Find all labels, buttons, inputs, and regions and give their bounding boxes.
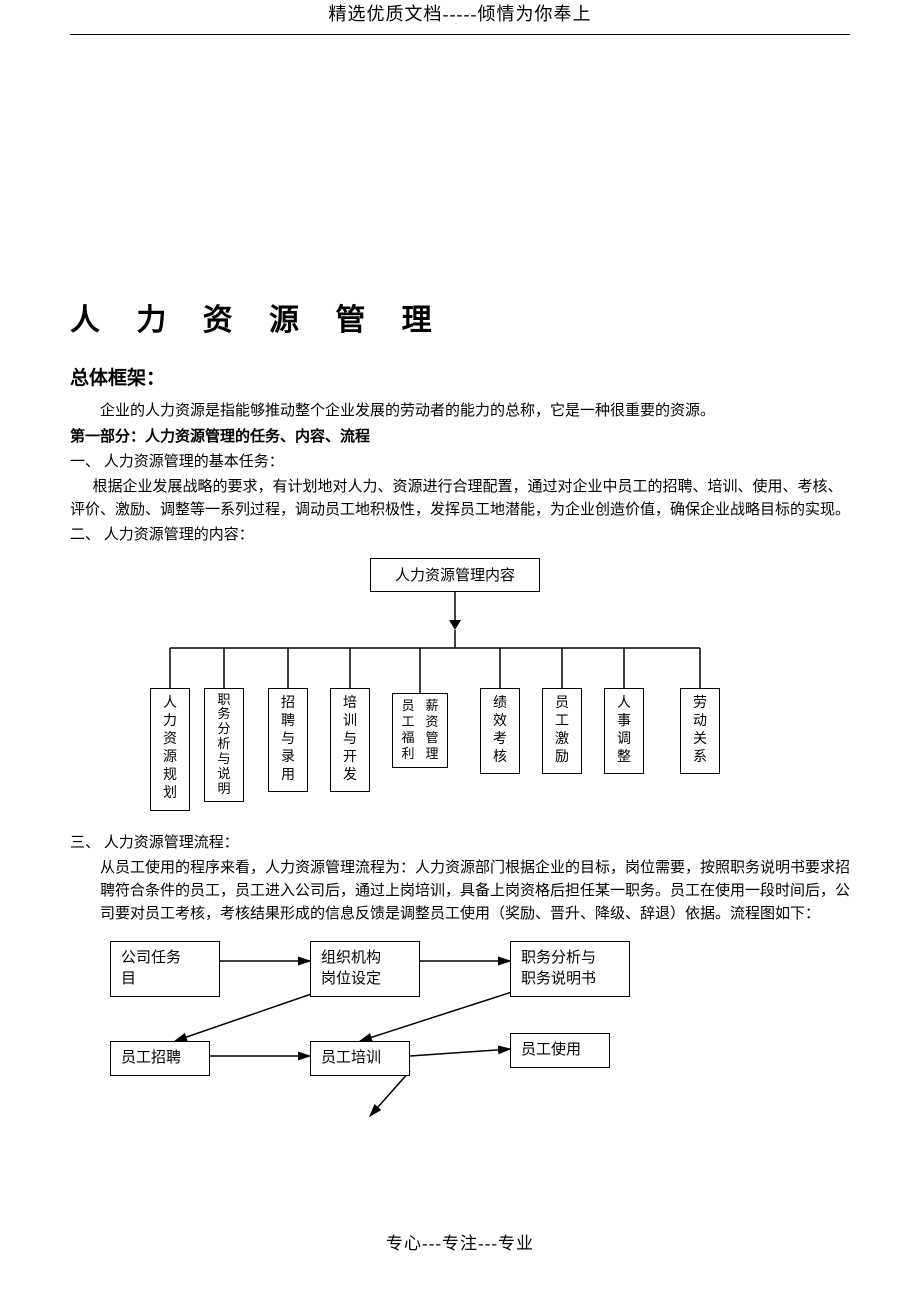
sec3-heading: 三、 人力资源管理流程： — [70, 832, 850, 855]
flow-n5: 员工培训 — [310, 1041, 410, 1076]
flowchart: 公司任务目 组织机构岗位设定 职务分析与职务说明书员工招聘 员工培训 员工使用 — [110, 941, 670, 1121]
org-leaf-0: 人力资源规划 — [150, 688, 190, 811]
sec3-body: 从员工使用的程序来看，人力资源管理流程为：人力资源部门根据企业的目标，岗位需要，… — [70, 857, 850, 927]
org-chart: 人力资源管理内容 人力资源规划职务分析与说明招聘与录用培训与开发员工福利薪资管理… — [140, 558, 780, 828]
org-leaf-1: 职务分析与说明 — [204, 688, 244, 803]
intro-text: 企业的人力资源是指能够推动整个企业发展的劳动者的能力的总称，它是一种很重要的资源… — [100, 403, 715, 419]
sec1-heading: 一、 人力资源管理的基本任务： — [70, 451, 850, 474]
org-leaf-3: 培训与开发 — [330, 688, 370, 793]
org-leaf-5: 绩效考核 — [480, 688, 520, 775]
org-leaf-8: 劳动关系 — [680, 688, 720, 775]
org-leaf-7: 人事调整 — [604, 688, 644, 775]
org-root-box: 人力资源管理内容 — [370, 558, 540, 592]
sec1-body: 根据企业发展战略的要求，有计划地对人力、资源进行合理配置，通过对企业中员工的招聘… — [70, 476, 850, 523]
flow-n3: 职务分析与职务说明书 — [510, 941, 630, 997]
page-header: 精选优质文档-----倾情为你奉上 — [0, 0, 920, 32]
flow-n6: 员工使用 — [510, 1033, 610, 1068]
flow-n2: 组织机构岗位设定 — [310, 941, 420, 997]
doc-title: 人 力 资 源 管 理 — [70, 295, 850, 339]
intro-para: 企业的人力资源是指能够推动整个企业发展的劳动者的能力的总称，它是一种很重要的资源… — [70, 400, 850, 423]
org-leaf-6: 员工激励 — [542, 688, 582, 775]
flow-n4: 员工招聘 — [110, 1041, 210, 1076]
page-footer: 专心---专注---专业 — [0, 1229, 920, 1254]
flow-n1: 公司任务目 — [110, 941, 220, 997]
part1-heading: 第一部分：人力资源管理的任务、内容、流程 — [70, 425, 850, 448]
doc-subtitle: 总体框架： — [70, 363, 850, 390]
org-leaf-4: 员工福利薪资管理 — [392, 693, 448, 768]
document-body: 人 力 资 源 管 理 总体框架： 企业的人力资源是指能够推动整个企业发展的劳动… — [0, 35, 920, 1121]
sec2-heading: 二、 人力资源管理的内容： — [70, 524, 850, 547]
org-leaf-2: 招聘与录用 — [268, 688, 308, 793]
